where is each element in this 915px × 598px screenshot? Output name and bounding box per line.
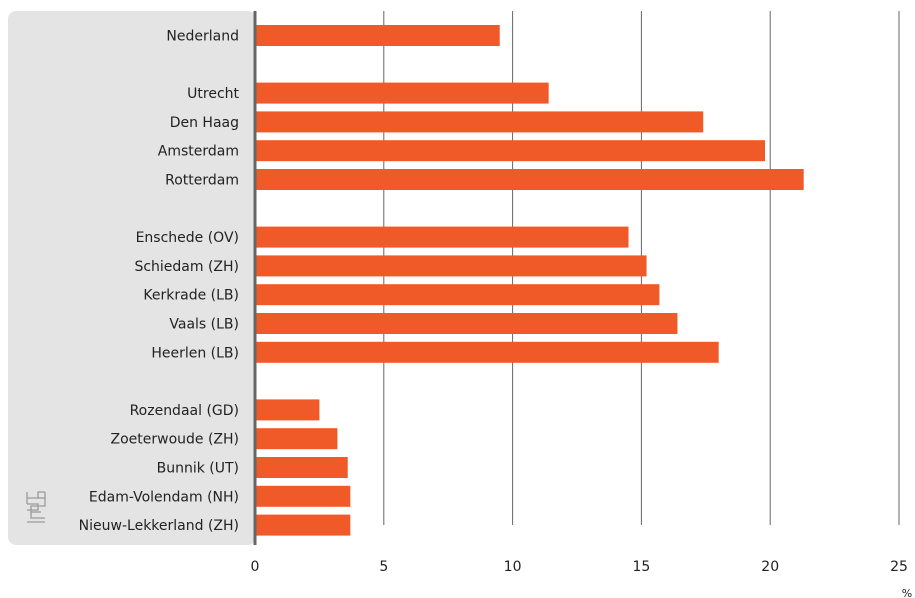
bar [256, 485, 351, 507]
bar [256, 111, 704, 133]
bar [256, 313, 678, 334]
category-label: Kerkrade (LB) [143, 288, 239, 304]
category-label: Rotterdam [165, 173, 239, 189]
label-panel [8, 11, 256, 545]
x-tick-label: 0 [251, 559, 260, 575]
bar [256, 255, 647, 277]
category-label: Enschede (OV) [136, 230, 239, 246]
bar [256, 25, 500, 46]
x-tick-label: 25 [890, 559, 908, 575]
x-tick-label: 15 [632, 559, 650, 575]
cbs-logo-icon [26, 491, 46, 523]
x-axis-unit-label: % [902, 587, 912, 598]
category-label: Edam-Volendam (NH) [89, 489, 239, 505]
x-tick-label: 5 [379, 559, 388, 575]
bar [256, 284, 660, 306]
bar [256, 399, 320, 421]
bar [256, 457, 348, 478]
bar [256, 514, 351, 536]
category-label: Bunnik (UT) [157, 461, 239, 477]
bars [256, 25, 804, 536]
category-label: Nieuw-Lekkerland (ZH) [79, 518, 239, 534]
bar [256, 341, 719, 363]
category-label: Utrecht [187, 86, 239, 102]
bar [256, 169, 804, 190]
bar [256, 428, 338, 450]
x-tick-labels: 0 5 10 15 20 25 [251, 559, 908, 575]
category-label: Heerlen (LB) [151, 345, 239, 361]
category-label: Rozendaal (GD) [130, 403, 239, 419]
category-label: Amsterdam [158, 144, 239, 160]
category-labels: Nederland Utrecht Den Haag Amsterdam Rotterd… [79, 29, 240, 535]
bar [256, 82, 549, 104]
category-label: Zoeterwoude (ZH) [110, 432, 239, 448]
bar [256, 226, 629, 248]
category-label: Schiedam (ZH) [134, 259, 239, 275]
x-tick-label: 20 [761, 559, 779, 575]
bar [256, 140, 766, 162]
x-tick-label: 10 [504, 559, 522, 575]
category-label: Den Haag [170, 115, 239, 131]
category-label: Vaals (LB) [169, 317, 239, 333]
category-label: Nederland [166, 29, 239, 45]
